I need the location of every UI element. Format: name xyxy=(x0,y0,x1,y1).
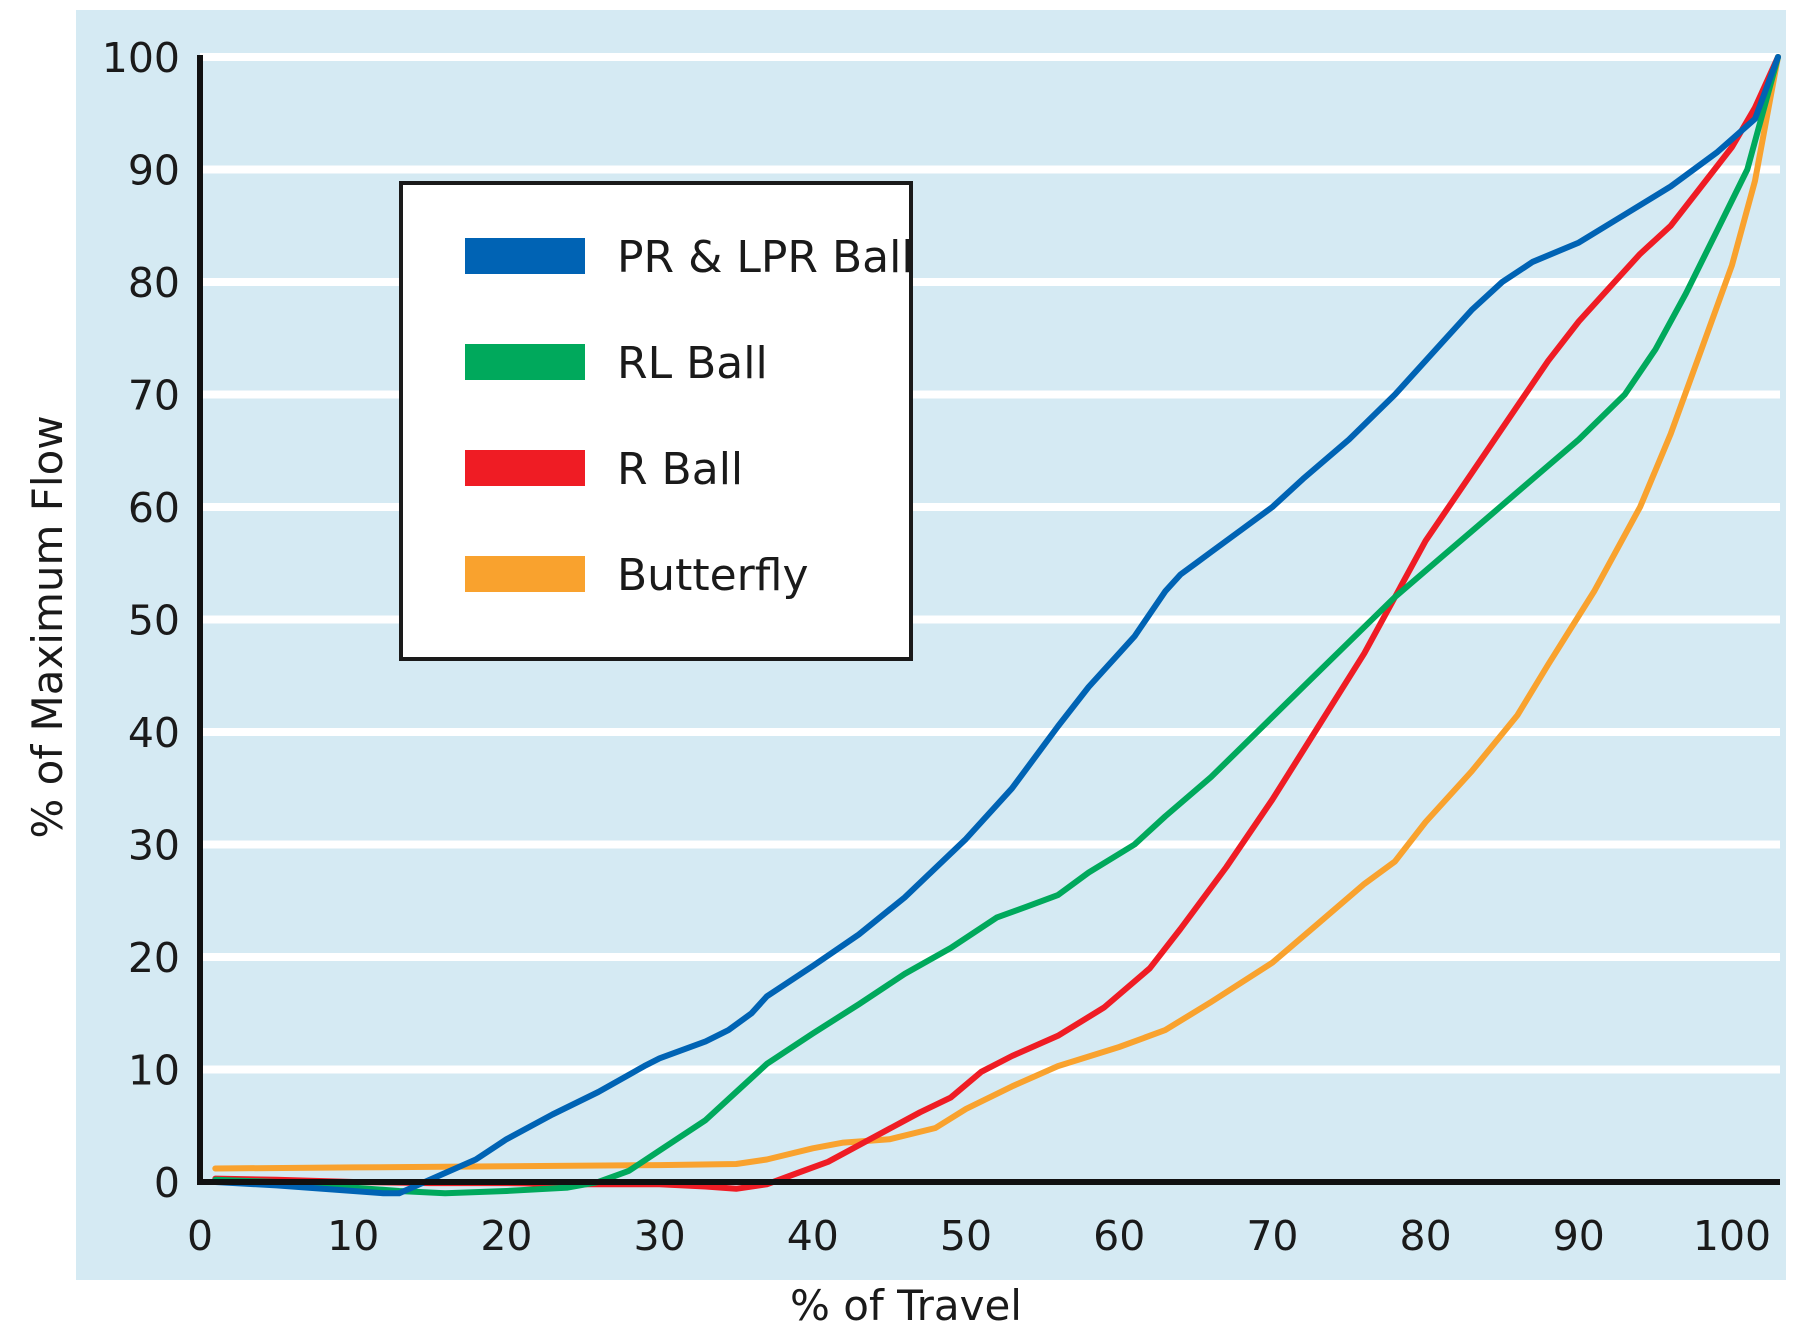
legend: PR & LPR Ball RL Ball R Ball Butterfly xyxy=(399,181,914,661)
x-tick-label: 0 xyxy=(187,1212,213,1260)
y-tick-label: 30 xyxy=(128,822,180,870)
y-tick-label: 40 xyxy=(128,709,180,757)
series-line-butterfly xyxy=(212,54,1781,1172)
legend-swatch xyxy=(465,450,585,486)
series-line-rl-ball xyxy=(212,54,1781,1197)
x-tick-label: 30 xyxy=(634,1212,686,1260)
y-tick-label: 90 xyxy=(128,147,180,195)
legend-swatch xyxy=(465,556,585,592)
legend-swatch xyxy=(465,344,585,380)
x-tick-label: 50 xyxy=(940,1212,992,1260)
series-line-pr-lpr-ball xyxy=(212,54,1781,1197)
legend-label: R Ball xyxy=(617,444,743,495)
x-axis-title: % of Travel xyxy=(790,1281,1022,1330)
x-tick-labels: 0 10 20 30 40 50 60 70 80 90 100 xyxy=(187,1212,1771,1260)
x-tick-label: 40 xyxy=(787,1212,839,1260)
y-tick-label: 20 xyxy=(128,934,180,982)
x-tick-label: 70 xyxy=(1246,1212,1298,1260)
x-tick-label: 60 xyxy=(1093,1212,1145,1260)
plot-background xyxy=(76,10,1786,1280)
y-tick-label: 70 xyxy=(128,372,180,420)
legend-label: Butterfly xyxy=(617,550,809,601)
y-tick-label: 60 xyxy=(128,484,180,532)
axes xyxy=(197,55,1780,1185)
y-tick-labels: 0 10 20 30 40 50 60 70 80 90 100 xyxy=(102,34,180,1207)
y-tick-label: 50 xyxy=(128,597,180,645)
legend-label: PR & LPR Ball xyxy=(617,232,914,283)
x-tick-label: 80 xyxy=(1400,1212,1452,1260)
y-tick-label: 0 xyxy=(154,1159,180,1207)
y-axis-title: % of Maximum Flow xyxy=(23,415,72,838)
x-tick-label: 100 xyxy=(1693,1212,1771,1260)
y-tick-label: 80 xyxy=(128,259,180,307)
legend-label: RL Ball xyxy=(617,338,768,389)
x-tick-label: 20 xyxy=(480,1212,532,1260)
y-tick-label: 100 xyxy=(102,34,180,82)
y-tick-label: 10 xyxy=(128,1047,180,1095)
legend-swatch xyxy=(465,238,585,274)
x-tick-label: 90 xyxy=(1553,1212,1605,1260)
x-tick-label: 10 xyxy=(327,1212,379,1260)
